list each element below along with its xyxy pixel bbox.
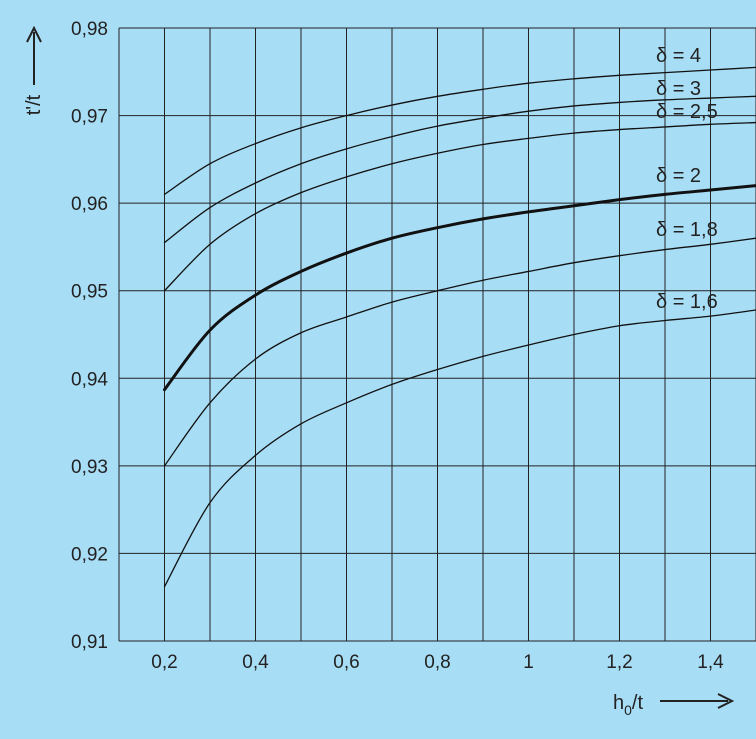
y-tick-label: 0,96: [71, 194, 108, 215]
series-label: δ = 4: [656, 45, 701, 67]
series-label: δ = 2: [656, 165, 701, 187]
x-axis-arrow-icon: [660, 693, 735, 709]
x-axis-title: h0/t: [613, 692, 735, 718]
x-tick-label: 1: [523, 652, 534, 673]
series-label: δ = 1,8: [656, 219, 718, 241]
x-tick-label: 0,8: [424, 652, 450, 673]
series-line: [163, 66, 756, 196]
y-tick-label: 0,97: [71, 107, 108, 128]
series-label: δ = 3: [656, 78, 701, 100]
y-tick-label: 0,92: [71, 544, 108, 565]
y-tick-label: 0,95: [71, 282, 108, 303]
y-tick-label: 0,91: [71, 632, 108, 653]
x-tick-label: 1,2: [606, 652, 632, 673]
series-labels: δ = 4 δ = 3δ = 2,5 δ = 2 δ = 1,8 δ = 1,6: [656, 45, 718, 313]
series-label: δ = 2,5: [656, 101, 718, 123]
x-tick-label: 0,4: [242, 652, 269, 673]
series-line: [163, 184, 756, 392]
y-tick-label: 0,98: [71, 19, 108, 40]
y-axis-arrow-icon: [26, 25, 42, 85]
series-label: δ = 1,6: [656, 291, 718, 313]
x-tick-label: 1,4: [697, 652, 724, 673]
x-axis-label: h0/t: [613, 692, 643, 718]
y-tick-label: 0,93: [71, 457, 108, 478]
x-tick-label: 0,6: [333, 652, 359, 673]
y-axis-label: t'/t: [23, 94, 45, 115]
tick-labels: 0,91 0,92 0,93 0,94 0,95 0,96 0,97 0,98 0,2 0,4 0,…: [71, 19, 724, 673]
y-tick-label: 0,94: [71, 369, 108, 390]
series-line: [163, 237, 756, 467]
series-lines: [163, 66, 756, 588]
series-line: [163, 95, 756, 244]
series-line: [163, 121, 756, 292]
series-line: [163, 309, 756, 588]
x-tick-label: 0,2: [151, 652, 177, 673]
y-axis-title: t'/t: [23, 25, 45, 115]
